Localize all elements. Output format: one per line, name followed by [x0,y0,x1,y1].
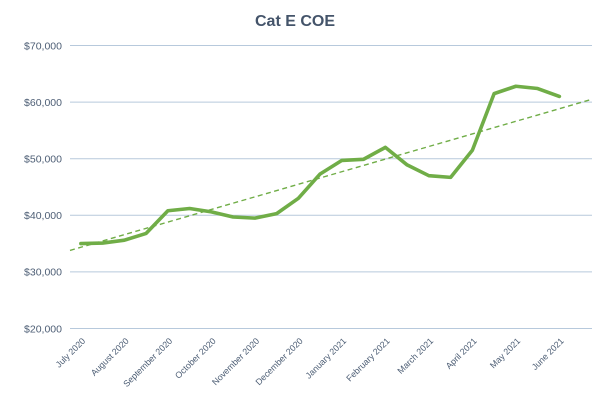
y-tick-label: $40,000 [24,210,62,222]
trendline-segment [69,98,593,252]
x-tick-label: October 2020 [173,336,218,381]
y-axis-labels: $20,000 $30,000 $40,000 $50,000 $60,000 $70,0… [24,40,62,335]
x-tick-label: July 2020 [54,336,88,370]
y-tick-label: $30,000 [24,267,62,279]
x-tick-label: June 2021 [530,336,566,372]
x-tick-label: April 2021 [444,336,479,371]
x-tick-label: January 2021 [304,336,349,381]
chart-title: Cat E COE [255,13,335,30]
trendline [69,98,593,252]
x-tick-label: December 2020 [253,336,304,387]
y-tick-label: $60,000 [24,97,62,109]
coe-price-series [79,84,562,246]
y-tick-label: $50,000 [24,154,62,166]
x-tick-label: May 2021 [488,336,522,370]
data-line [79,84,562,246]
x-tick-label: August 2020 [89,336,131,378]
x-tick-label: February 2021 [344,336,392,384]
y-gridlines [70,45,592,329]
x-tick-label: March 2021 [395,336,435,376]
y-tick-label: $20,000 [24,323,62,335]
y-tick-label: $70,000 [24,40,62,52]
